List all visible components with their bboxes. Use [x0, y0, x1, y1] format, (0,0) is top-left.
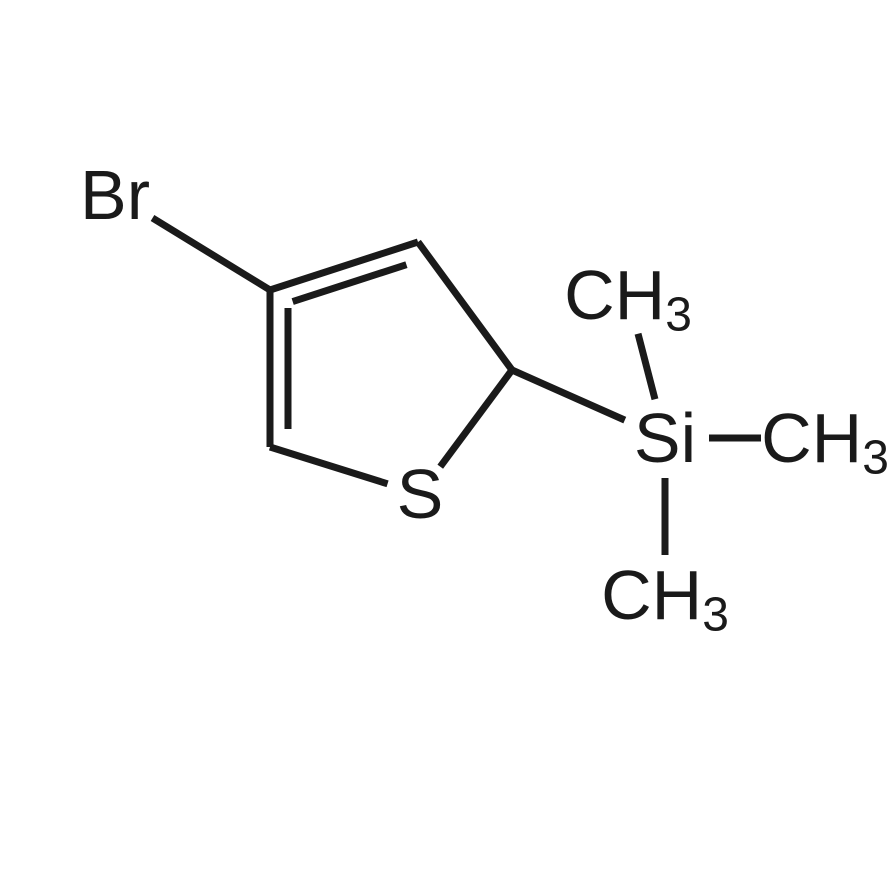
atom-label-si: Si — [634, 399, 696, 477]
atom-label-s: S — [397, 455, 444, 533]
atom-label-br: Br — [80, 156, 150, 234]
atom-label-m2: CH3 — [761, 399, 889, 484]
atom-label-m3: CH3 — [601, 556, 729, 641]
chemical-structure-diagram: Br S Si CH3 CH3 CH3 — [0, 0, 890, 890]
atom-label-m1: CH3 — [564, 256, 692, 341]
